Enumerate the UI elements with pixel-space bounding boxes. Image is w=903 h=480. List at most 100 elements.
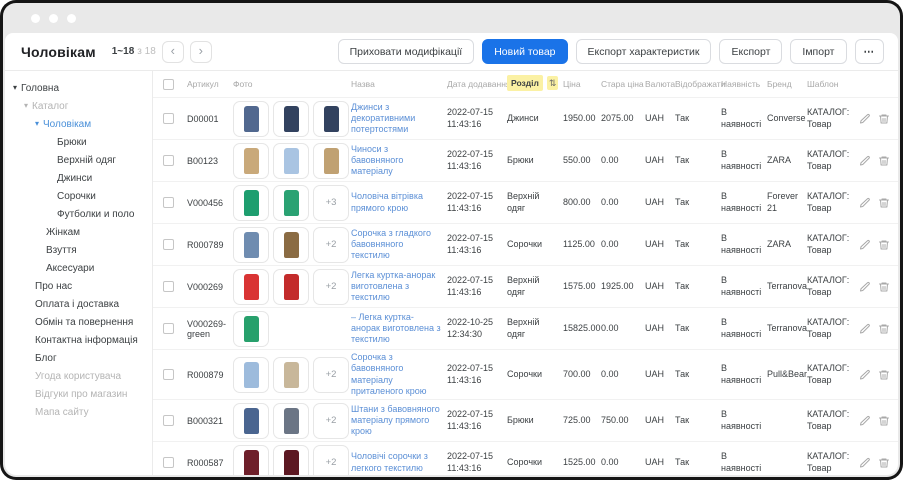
product-name-link[interactable]: Чиноси з бавовняного матеріалу (351, 143, 404, 177)
row-checkbox[interactable] (163, 113, 174, 124)
product-photo[interactable] (233, 444, 269, 475)
product-photo[interactable] (273, 402, 309, 439)
sidebar-item-ugoda-korystuvacha[interactable]: Угода користувача (5, 367, 152, 385)
product-photo[interactable] (233, 356, 269, 393)
product-photo[interactable] (273, 444, 309, 475)
delete-icon[interactable] (878, 239, 890, 251)
product-name-link[interactable]: Легка куртка-анорак виготовлена з тексти… (351, 269, 436, 303)
delete-icon[interactable] (878, 415, 890, 427)
more-photos-badge[interactable]: +2 (313, 356, 349, 393)
edit-icon[interactable] (859, 113, 871, 125)
sidebar-item-futbolky-i-polo[interactable]: Футболки и поло (5, 205, 152, 223)
product-photo[interactable] (273, 184, 309, 221)
product-name-link[interactable]: Штани з бавовняного матеріалу прямого кр… (351, 403, 440, 437)
row-checkbox[interactable] (163, 323, 174, 334)
delete-icon[interactable] (878, 281, 890, 293)
row-checkbox[interactable] (163, 239, 174, 250)
product-photo[interactable] (233, 142, 269, 179)
delete-icon[interactable] (878, 457, 890, 469)
sidebar-item-dzhynsy[interactable]: Джинси (5, 169, 152, 187)
edit-icon[interactable] (859, 281, 871, 293)
product-photo[interactable] (273, 356, 309, 393)
sidebar-item-verkhniy-odyag[interactable]: Верхній одяг (5, 151, 152, 169)
sidebar-item-blog[interactable]: Блог (5, 349, 152, 367)
column-header-disp[interactable]: Відображати (675, 78, 726, 89)
traffic-light-zoom-button[interactable] (67, 13, 76, 23)
column-header-old[interactable]: Стара ціна (601, 78, 644, 89)
sidebar-item-mapa-saytu[interactable]: Мапа сайту (5, 403, 152, 421)
more-photos-badge[interactable]: +3 (313, 184, 349, 221)
export-characteristics-button[interactable]: Експорт характеристик (575, 39, 712, 64)
product-photo[interactable] (233, 226, 269, 263)
product-photo[interactable] (313, 100, 349, 137)
column-header-date[interactable]: Дата додавання (447, 78, 511, 89)
more-photos-badge[interactable]: +2 (313, 268, 349, 305)
sidebar-item-kontaktna-informatsiya[interactable]: Контактна інформація (5, 331, 152, 349)
product-photo[interactable] (273, 268, 309, 305)
product-name-link[interactable]: Чоловічі сорочки з легкого текстилю (351, 451, 428, 473)
product-photo[interactable] (233, 100, 269, 137)
column-header-tpl[interactable]: Шаблон (807, 78, 839, 89)
hide-modifications-button[interactable]: Приховати модифікації (337, 39, 475, 64)
edit-icon[interactable] (859, 457, 871, 469)
product-name-link[interactable]: Чоловіча вітрівка прямого крою (351, 191, 423, 213)
product-name-link[interactable]: Сорочка з бавовняного матеріалу притален… (351, 352, 427, 396)
product-photo[interactable] (233, 310, 269, 347)
product-photo[interactable] (233, 268, 269, 305)
export-button[interactable]: Експорт (719, 39, 783, 64)
delete-icon[interactable] (878, 113, 890, 125)
row-checkbox[interactable] (163, 281, 174, 292)
row-checkbox[interactable] (163, 457, 174, 468)
edit-icon[interactable] (859, 239, 871, 251)
product-name-link[interactable]: – Легка куртка-анорак виготовлена з текс… (351, 311, 441, 345)
prev-page-button[interactable]: ‹ (161, 40, 184, 63)
row-checkbox[interactable] (163, 415, 174, 426)
product-photo[interactable] (313, 142, 349, 179)
product-name-link[interactable]: Сорочка з гладкого бавовняного текстилю (351, 227, 432, 261)
column-header-name[interactable]: Назва (351, 79, 375, 89)
column-header-avail[interactable]: Наявність (721, 78, 761, 89)
sort-icon[interactable]: ⇅ (546, 76, 559, 91)
delete-icon[interactable] (878, 155, 890, 167)
traffic-light-minimize-button[interactable] (49, 13, 58, 23)
sidebar-item-golovna[interactable]: ▾ Головна (5, 79, 152, 97)
sidebar-item-pro-nas[interactable]: Про нас (5, 277, 152, 295)
column-header-price[interactable]: Ціна (563, 78, 581, 89)
more-photos-badge[interactable]: +2 (313, 402, 349, 439)
product-photo[interactable] (273, 142, 309, 179)
column-header-section[interactable]: Розділ ⇅ (507, 75, 563, 92)
product-photo[interactable] (273, 226, 309, 263)
edit-icon[interactable] (859, 155, 871, 167)
more-actions-button[interactable]: ⋯ (854, 39, 884, 64)
sidebar-item-bryuky[interactable]: Брюки (5, 133, 152, 151)
delete-icon[interactable] (878, 197, 890, 209)
column-header-sku[interactable]: Артикул (187, 79, 219, 89)
product-photo[interactable] (233, 402, 269, 439)
edit-icon[interactable] (859, 415, 871, 427)
sidebar-item-aksesuary[interactable]: Аксесуари (5, 259, 152, 277)
row-checkbox[interactable] (163, 369, 174, 380)
column-header-photo[interactable]: Фото (233, 79, 253, 89)
column-header-brand[interactable]: Бренд (767, 78, 792, 89)
sidebar-item-katalog[interactable]: ▾ Каталог (5, 97, 152, 115)
more-photos-badge[interactable]: +2 (313, 444, 349, 475)
import-button[interactable]: Імпорт (790, 39, 847, 64)
edit-icon[interactable] (859, 369, 871, 381)
product-photo[interactable] (273, 100, 309, 137)
sidebar-item-zhinkam[interactable]: Жінкам (5, 223, 152, 241)
product-photo[interactable] (233, 184, 269, 221)
more-photos-badge[interactable]: +2 (313, 226, 349, 263)
delete-icon[interactable] (878, 323, 890, 335)
product-name-link[interactable]: Джинси з декоративними потертостями (351, 101, 416, 135)
traffic-light-close-button[interactable] (31, 13, 40, 23)
sidebar-item-sorochky[interactable]: Сорочки (5, 187, 152, 205)
edit-icon[interactable] (859, 323, 871, 335)
new-product-button[interactable]: Новий товар (482, 39, 568, 64)
next-page-button[interactable]: › (189, 40, 212, 63)
select-all-checkbox[interactable] (163, 78, 174, 90)
row-checkbox[interactable] (163, 197, 174, 208)
sidebar-item-oplata-i-dostavka[interactable]: Оплата і доставка (5, 295, 152, 313)
sidebar-item-vzuttya[interactable]: Взуття (5, 241, 152, 259)
row-checkbox[interactable] (163, 155, 174, 166)
sidebar-item-cholovikam[interactable]: ▾ Чоловікам (5, 115, 152, 133)
